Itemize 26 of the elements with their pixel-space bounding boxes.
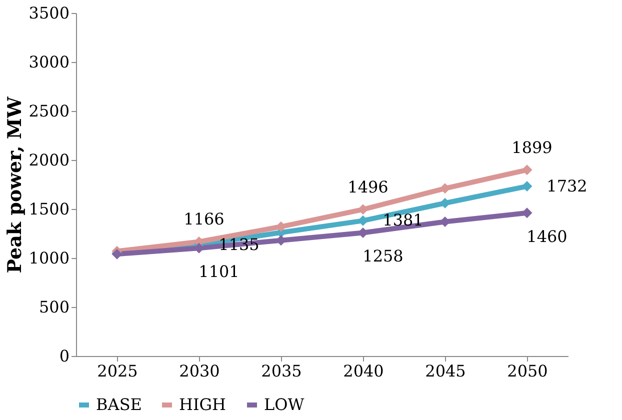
legend-label: HIGH (179, 395, 226, 414)
x-tick-label: 2050 (507, 362, 548, 380)
data-label: 1381 (382, 210, 424, 230)
x-tick-label: 2035 (261, 362, 302, 380)
data-label: 1732 (546, 176, 588, 196)
data-label: 1258 (362, 246, 404, 266)
y-tick-label: 3500 (28, 4, 70, 22)
legend-label: BASE (96, 395, 142, 414)
data-label: 1166 (184, 210, 224, 229)
y-tick-label: 0 (59, 346, 70, 366)
y-tick-label: 500 (38, 298, 70, 316)
x-tick-label: 2030 (179, 362, 220, 380)
y-tick-label: 2000 (28, 150, 70, 170)
x-tick-label: 2040 (343, 362, 384, 380)
y-tick-label: 1500 (28, 200, 70, 218)
y-tick-label: 2500 (28, 102, 70, 120)
data-label: 1496 (348, 177, 388, 196)
x-tick-label: 2045 (425, 362, 466, 380)
data-label: 1101 (198, 262, 240, 282)
y-tick-label: 3000 (28, 52, 70, 72)
y-tick-label: 1000 (28, 248, 70, 268)
legend-label: LOW (264, 395, 305, 414)
data-label: 1899 (512, 138, 552, 157)
y-axis-title: Peak power, MW (4, 96, 26, 274)
data-label: 1460 (526, 226, 568, 246)
x-tick-label: 2025 (97, 362, 138, 380)
